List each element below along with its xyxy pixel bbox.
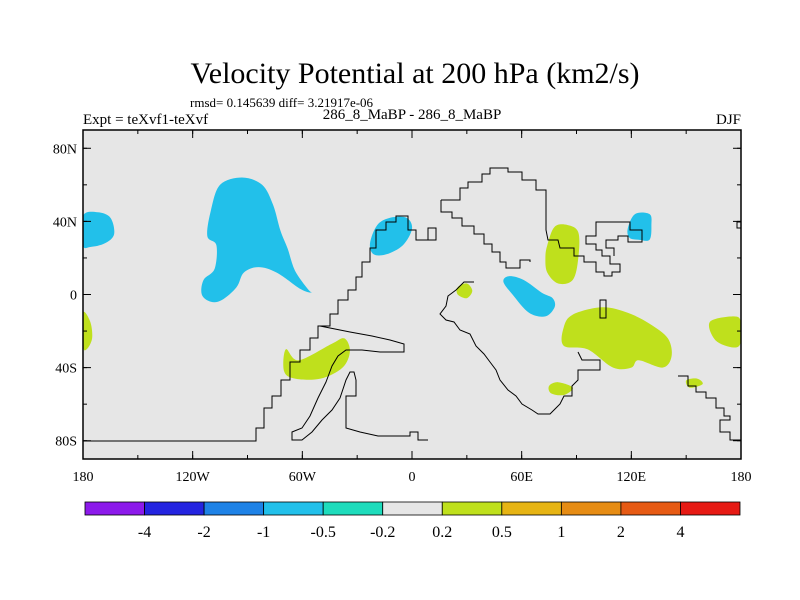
contour-region-madagascar-pos: [548, 382, 573, 396]
colorbar-swatch: [263, 501, 324, 516]
chart-title: Velocity Potential at 200 hPa (km2/s): [190, 57, 639, 90]
contour-region-indian-ocean-pos: [561, 307, 672, 370]
y-tick-label: 80N: [53, 142, 77, 157]
eurasia-africa-outline: [441, 167, 643, 277]
subtitle-center: 286_8_MaBP - 286_8_MaBP: [323, 107, 502, 123]
plot-area: [82, 129, 742, 460]
colorbar-swatch: [441, 501, 503, 516]
x-tick-label: 180: [73, 470, 94, 485]
colorbar-label: 1: [557, 524, 565, 541]
contour-region-north-pacific-neg-center: [201, 177, 312, 303]
contour-region-middle-east-pos: [545, 224, 580, 285]
colorbar-label: 0.2: [432, 524, 452, 541]
colorbar-swatch: [560, 501, 622, 516]
americas-outline: [83, 215, 437, 442]
y-tick-label: 40N: [53, 215, 77, 230]
india-peninsula-outline: [599, 299, 607, 319]
africa-west-coast-outline: [440, 200, 531, 269]
contour-regions: [83, 177, 741, 396]
east-asia-outline: [736, 221, 741, 229]
colorbar: -4 -2 -1 -0.5 -0.2 0.2 0.5 1 2 4: [84, 501, 741, 541]
australia-outline: [678, 375, 741, 441]
contour-region-south-atlantic-pos: [283, 338, 350, 380]
colorbar-label: 2: [617, 524, 625, 541]
x-tick-label: 120E: [617, 470, 647, 485]
contour-region-tasman-pos: [685, 378, 703, 388]
x-tick-label: 0: [409, 470, 416, 485]
subtitle-right: DJF: [716, 112, 741, 128]
coastline-outline: [83, 167, 741, 442]
colorbar-label: -4: [138, 524, 151, 541]
stats-text: rmsd= 0.145639 diff= 3.21917e-06: [190, 95, 374, 110]
colorbar-swatch: [680, 501, 741, 516]
subtitle-left: Expt = teXvf1-teXvf: [83, 112, 208, 128]
colorbar-label: 0.5: [492, 524, 512, 541]
colorbar-swatch: [322, 501, 384, 516]
colorbar-label: 4: [676, 524, 684, 541]
colorbar-swatch: [144, 501, 205, 516]
plot-background: [83, 130, 741, 459]
colorbar-swatch: [84, 501, 145, 516]
contour-region-south-pacific-pos: [708, 316, 741, 348]
y-tick-label: 0: [70, 289, 77, 304]
colorbar-swatch: [501, 501, 562, 516]
colorbar-label: -1: [257, 524, 270, 541]
colorbar-swatch: [620, 501, 681, 516]
x-tick-label: 60W: [289, 470, 317, 485]
y-tick-label: 80S: [55, 435, 77, 450]
colorbar-swatch: [382, 501, 443, 516]
colorbar-swatch: [203, 501, 265, 516]
colorbar-label: -0.2: [370, 524, 395, 541]
contour-region-atlantic-neg: [369, 216, 413, 256]
contour-region-west-africa-pos: [456, 283, 473, 299]
y-tick-label: 40S: [55, 362, 77, 377]
africa-body-outline: [439, 281, 601, 415]
colorbar-label: -2: [197, 524, 210, 541]
x-tick-label: 120W: [176, 470, 211, 485]
contour-region-west-pacific-pos-edge: [83, 311, 93, 351]
contour-region-east-asia-neg: [627, 212, 652, 241]
x-axis: 180 120W 60W 0 60E 120E 180: [73, 130, 752, 485]
y-axis: 80N 40N 0 40S 80S: [53, 142, 741, 450]
colorbar-label: -0.5: [311, 524, 336, 541]
x-tick-label: 60E: [510, 470, 533, 485]
south-america-outline: [291, 325, 428, 441]
contour-region-africa-neg: [503, 276, 556, 317]
x-tick-label: 180: [731, 470, 752, 485]
